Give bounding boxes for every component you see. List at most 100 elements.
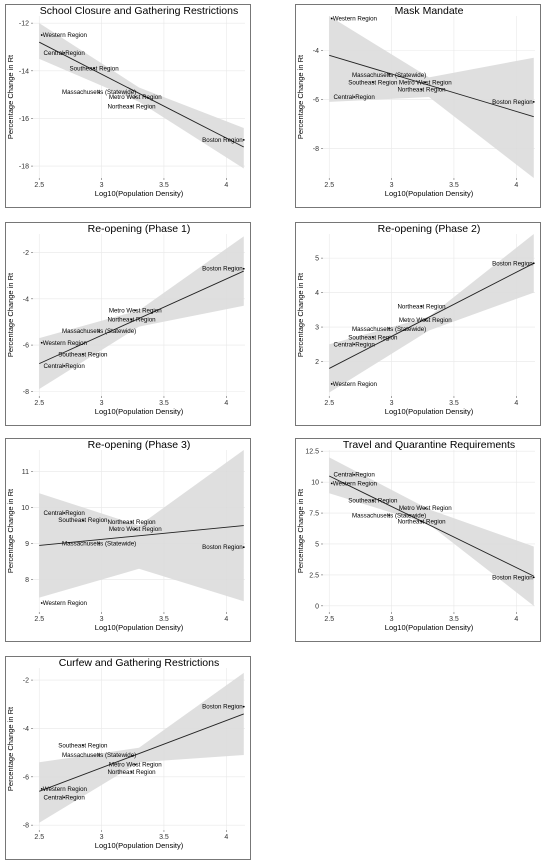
confidence-band [329,234,534,393]
y-tick-label: -18 [19,164,29,171]
point-label: Western Region [43,340,88,347]
chart-title: Re-opening (Phase 3) [88,439,191,451]
y-axis-label: Percentage Change in Rt [6,272,15,357]
x-tick-label: 2.5 [34,616,44,623]
data-point [371,499,374,502]
chart-svg: Re-opening (Phase 3) Central RegionSouthe… [5,438,251,642]
chart-svg: Curfew and Gathering Restrictions Boston … [5,656,251,860]
data-point [424,81,427,84]
data-point [420,305,423,308]
x-tick-label: 3.5 [159,834,169,841]
y-tick-label: -2 [23,678,29,685]
point-label: Southeast Region [58,351,108,358]
data-point [63,796,66,799]
data-point [388,74,390,76]
y-tick-label: 9 [25,541,29,548]
chart-panel-4: Re-opening (Phase 2) Boston Region Northea… [295,222,541,426]
x-tick-label: 3.5 [159,182,169,189]
data-point [424,319,427,322]
chart-panel-7: Curfew and Gathering Restrictions Boston … [5,656,251,860]
data-point [532,101,535,103]
confidence-band [329,16,534,178]
point-label: Massachusetts (Statewide) [352,72,426,79]
x-tick-label: 3.5 [159,400,169,407]
x-tick-label: 4 [514,616,518,623]
x-tick-label: 3 [390,182,394,189]
point-label: Southeast Region [70,65,120,72]
x-tick-label: 2.5 [324,400,334,407]
data-point [40,341,43,344]
y-tick-label: -4 [313,48,319,55]
chart-svg: Travel and Quarantine Requirements Centra… [295,438,541,642]
data-point [98,91,100,94]
y-tick-label: 10 [21,505,29,512]
point-label: Boston Region [202,544,243,551]
x-axis-label: Log10(Population Density) [95,407,184,416]
point-label: Massachusetts (Statewide) [352,326,426,333]
point-label: Boston Region [492,574,533,581]
data-point [98,330,100,333]
data-point [242,546,245,549]
point-label: Metro West Region [399,79,452,86]
point-label: Northeast Region [397,87,446,94]
data-point [40,602,43,604]
x-axis-label: Log10(Population Density) [95,189,184,198]
point-label: Central Region [44,510,86,517]
y-tick-label: -6 [23,774,29,781]
x-tick-label: 3 [390,400,394,407]
data-point [330,482,333,485]
point-label: Massachusetts (Statewide) [62,328,136,335]
point-label: Central Region [334,472,376,479]
regression-line [39,525,244,546]
point-label: Southeast Region [348,334,398,341]
chart-title: Curfew and Gathering Restrictions [59,657,220,669]
data-point [134,309,137,312]
y-axis-label: Percentage Change in Rt [6,54,15,139]
y-tick-label: 3 [315,325,319,332]
chart-panel-3: Re-opening (Phase 1) Boston Region Metro W… [5,222,251,426]
y-tick-label: 5 [315,541,319,548]
point-label: Central Region [334,94,376,101]
data-point [388,514,390,517]
chart-panel-6: Travel and Quarantine Requirements Centra… [295,438,541,642]
data-point [134,763,137,766]
chart-title: Re-opening (Phase 1) [88,223,191,235]
data-point [388,327,390,330]
x-tick-label: 4 [514,182,518,189]
point-label: Northeast Region [397,303,446,310]
point-label: Southeast Region [348,498,398,505]
y-axis-label: Percentage Change in Rt [296,272,305,357]
y-tick-label: 0 [315,603,319,610]
chart-svg: Re-opening (Phase 1) Boston Region Metro W… [5,222,251,426]
point-label: Boston Region [202,137,243,144]
point-label: Massachusetts (Statewide) [62,752,136,759]
x-axis-label: Log10(Population Density) [95,841,184,850]
data-point [130,318,133,321]
y-tick-label: -6 [313,97,319,104]
x-tick-label: 3.5 [449,182,459,189]
y-tick-label: 7.5 [309,511,319,518]
x-tick-label: 4 [224,616,228,623]
point-label: Massachusetts (Statewide) [62,89,136,96]
point-label: Metro West Region [399,505,452,512]
y-tick-label: -8 [23,823,29,830]
point-label: Massachusetts (Statewide) [352,513,426,520]
point-label: Boston Region [202,704,243,711]
y-tick-label: 5 [315,256,319,263]
point-label: Central Region [334,341,376,348]
data-point [81,744,84,747]
x-tick-label: 2.5 [34,182,44,189]
confidence-band [39,450,244,602]
data-point [81,353,84,356]
confidence-band [39,672,244,823]
point-label: Western Region [43,600,88,607]
regression-line [329,54,534,118]
x-tick-label: 2.5 [34,400,44,407]
regression-line [39,713,244,792]
data-point [371,336,374,339]
chart-title: Travel and Quarantine Requirements [343,439,515,451]
data-point [81,519,84,522]
y-tick-label: 2.5 [309,572,319,579]
confidence-band [39,236,244,390]
point-label: Western Region [43,32,88,39]
